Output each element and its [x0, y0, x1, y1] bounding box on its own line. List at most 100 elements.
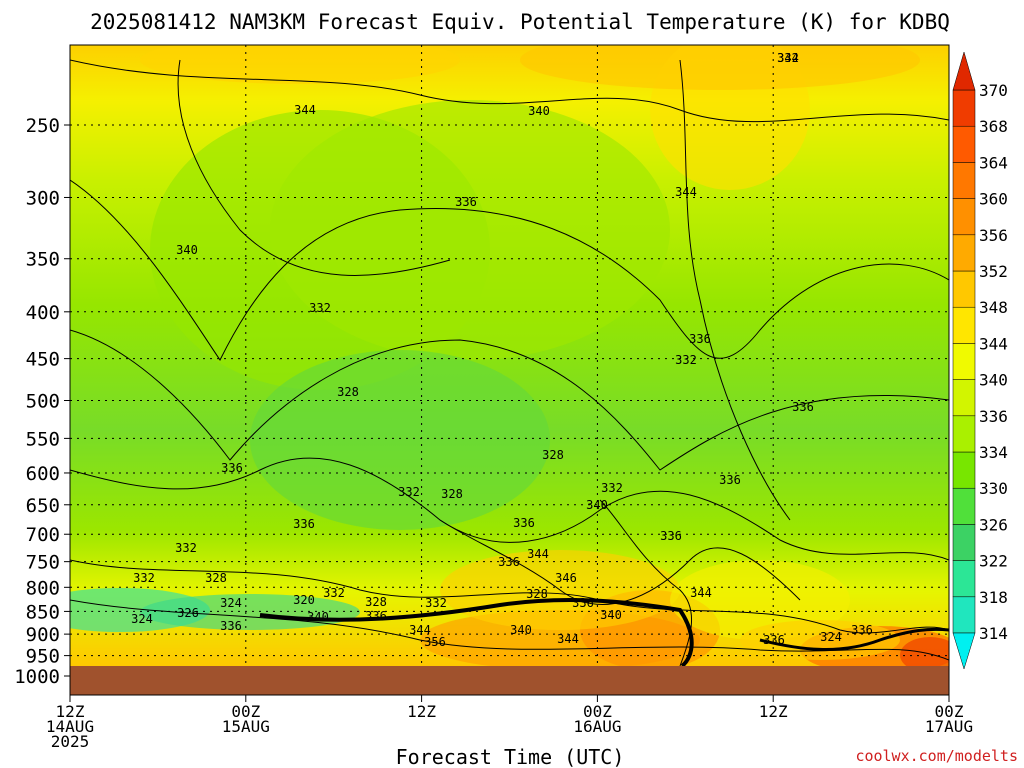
x-tick-label: 14AUG: [46, 717, 94, 736]
contour-label: 344: [690, 586, 712, 600]
y-tick-label: 650: [26, 495, 60, 517]
colorbar-label: 368: [979, 117, 1008, 136]
contour-label: 336: [572, 596, 594, 610]
contour-label: 340: [600, 608, 622, 622]
contour-label: 336: [660, 529, 682, 543]
contour-label: 336: [792, 400, 814, 414]
contour-label: 336: [719, 473, 741, 487]
field-patch: [140, 45, 460, 84]
x-tick-label: 12Z: [759, 702, 788, 721]
contour-label: 324: [131, 612, 153, 626]
contour-label: 324: [220, 596, 242, 610]
contour-label: 332: [175, 541, 197, 555]
x-tick-label: 15AUG: [222, 717, 270, 736]
contour-line: [599, 499, 693, 666]
contour-label: 336: [498, 555, 520, 569]
contour-line: [70, 329, 949, 471]
field-patch: [900, 637, 949, 666]
y-tick-label: 450: [26, 349, 60, 371]
colorbar-segment: [952, 524, 976, 561]
contour-label: 356: [424, 635, 446, 649]
contour-label: 336: [221, 461, 243, 475]
contour-label: 328: [542, 448, 564, 462]
colorbar-label: 344: [979, 334, 1008, 353]
contour-label: 332: [601, 481, 623, 495]
contour-label: 336: [293, 517, 315, 531]
colorbar-label: 356: [979, 226, 1008, 245]
colorbar-segment: [952, 487, 976, 525]
x-tick-label: 00Z: [935, 702, 964, 721]
contour-label: 344: [409, 623, 431, 637]
contour-label: 332: [777, 51, 799, 65]
x-tick-label: 00Z: [231, 702, 260, 721]
colorbar-label: 314: [979, 624, 1008, 643]
colorbar-segment: [952, 379, 976, 417]
colorbar-label: 330: [979, 479, 1008, 498]
colorbar-label: 352: [979, 262, 1008, 281]
contour-label: 332: [323, 586, 345, 600]
contour-line: [70, 59, 949, 123]
colorbar-segment: [952, 343, 976, 380]
plot-frame: [69, 44, 950, 696]
colorbar-top-arrow: [952, 51, 976, 91]
contour-line: [70, 559, 949, 634]
colorbar-segment: [952, 451, 976, 489]
y-tick-label: 500: [26, 391, 60, 413]
colorbar-label: 318: [979, 588, 1008, 607]
y-tick-label: 1000: [14, 666, 60, 688]
y-tick-label: 700: [26, 524, 60, 546]
contour-label: 336: [220, 619, 242, 633]
contour-label: 340: [528, 104, 550, 118]
contour-label: 336: [513, 516, 535, 530]
y-tick-label: 600: [26, 463, 60, 485]
colorbar-segment: [952, 306, 976, 344]
y-tick-label: 300: [26, 187, 60, 209]
contour-label: 344: [294, 103, 316, 117]
y-tick-label: 750: [26, 552, 60, 574]
y-tick-label: 800: [26, 577, 60, 599]
field-patch: [270, 100, 670, 360]
colorbar-label: 334: [979, 443, 1008, 462]
ground: [70, 666, 949, 695]
y-tick-label: 950: [26, 646, 60, 668]
y-axis: 2503003504004505005506006507007508008509…: [14, 115, 70, 688]
field-patch: [250, 350, 550, 530]
colorbar-label: 370: [979, 81, 1008, 100]
x-tick-label: 12Z: [56, 702, 85, 721]
contour-label: 336: [689, 332, 711, 346]
x-tick-label: 00Z: [583, 702, 612, 721]
contour-label: 340: [510, 623, 532, 637]
y-tick-label: 850: [26, 601, 60, 623]
colorbar-segment: [952, 596, 976, 634]
field-patch: [520, 45, 920, 90]
colorbar-label: 360: [979, 190, 1008, 209]
colorbar-bottom-arrow: [952, 632, 976, 670]
credit-text: coolwx.com/modelts: [855, 747, 1018, 765]
contour-label: 328: [337, 385, 359, 399]
contour-label: 336: [763, 633, 785, 647]
colorbar-label: 364: [979, 153, 1008, 172]
contour-line: [70, 457, 949, 561]
contour-label: 344: [777, 51, 799, 65]
contour-label: 332: [675, 353, 697, 367]
colorbar: 314 318 322 326 330 334 336 340 344 348 352 356 360 3…: [952, 51, 1008, 670]
x-tick-label: 16AUG: [573, 717, 621, 736]
y-tick-label: 900: [26, 624, 60, 646]
colorbar-label: 326: [979, 515, 1008, 534]
contour-line: [70, 179, 949, 361]
y-tick-label: 250: [26, 115, 60, 137]
colorbar-segment: [952, 125, 976, 163]
contour-labels: 344 340 344 344 336 340 332 336 332 328 336 336 328 3…: [131, 51, 873, 649]
y-tick-label: 550: [26, 428, 60, 450]
contour-band: [259, 598, 694, 666]
y-tick-label: 400: [26, 302, 60, 324]
colorbar-label: 348: [979, 298, 1008, 317]
colorbar-label: 322: [979, 552, 1008, 571]
colorbar-segment: [952, 234, 976, 272]
colorbar-segment: [952, 89, 976, 127]
contour-line: [679, 59, 791, 521]
contour-label: 324: [820, 630, 842, 644]
x-axis-label: Forecast Time (UTC): [396, 745, 625, 768]
contour-label: 344: [527, 547, 549, 561]
